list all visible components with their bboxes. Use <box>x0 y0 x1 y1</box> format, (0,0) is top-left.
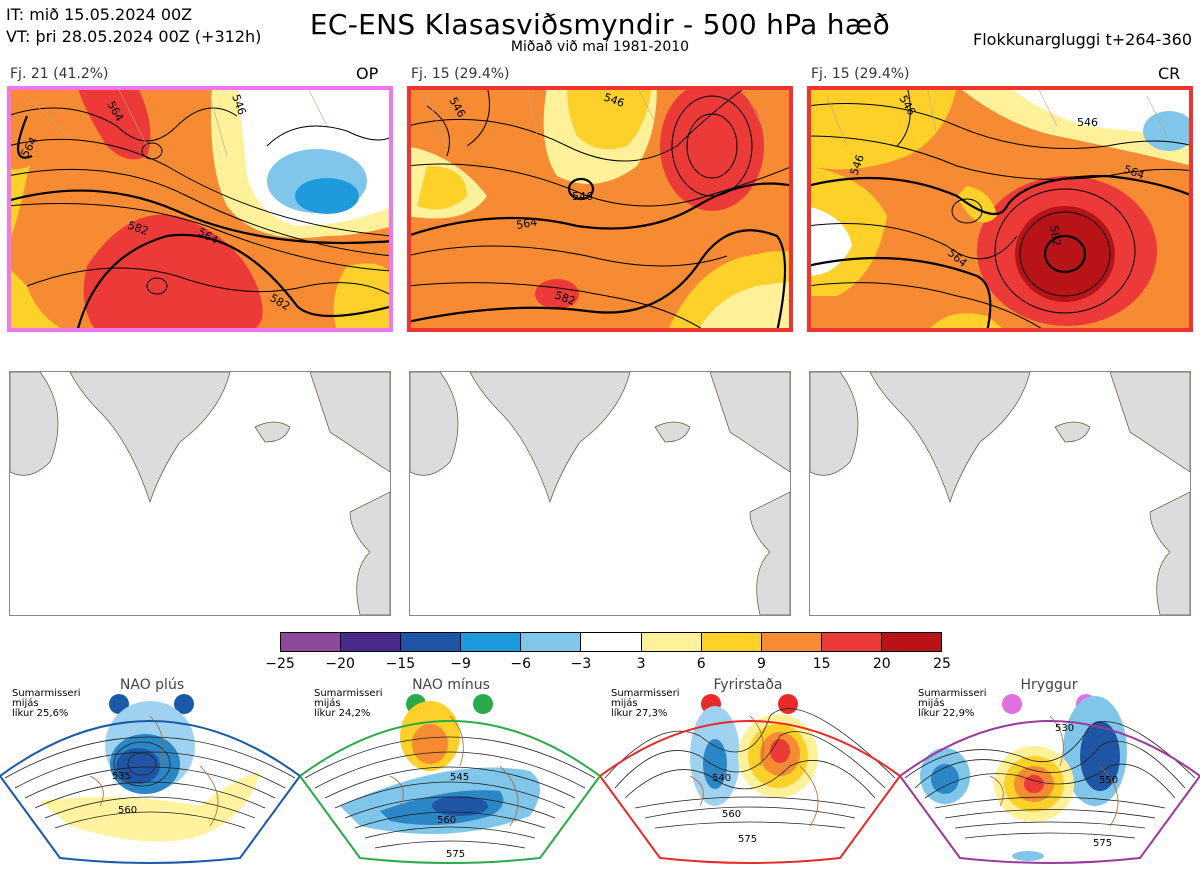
contour-label: 545 <box>450 772 469 783</box>
contour-label: 560 <box>722 809 741 820</box>
regime-row: 535 560 Sumarmisseri mijás líkur 25,6% 545… <box>0 676 1200 871</box>
contour-label: 575 <box>446 849 465 860</box>
panel-1-label: Fj. 21 (41.2%) <box>10 66 109 82</box>
contour-label: 546 <box>1077 116 1098 129</box>
regime-title-nao-minus: NAO mínus <box>412 677 490 693</box>
colorbar-swatch <box>701 633 762 651</box>
base-map-3[interactable] <box>809 371 1191 616</box>
page-title: EC-ENS Klasasviðsmyndir - 500 hPa hæð <box>309 8 891 41</box>
colorbar-tick-label: 25 <box>933 656 951 672</box>
colorbar-tick-label: −25 <box>265 656 295 672</box>
contour-label: 530 <box>1055 723 1074 734</box>
contour-label: 575 <box>1093 838 1112 849</box>
colorbar-swatch <box>581 633 642 651</box>
regime-title-ridge: Hryggur <box>1020 677 1078 693</box>
colorbar-tick-label: −3 <box>570 656 592 672</box>
contour-label: 550 <box>1099 775 1118 786</box>
page-subtitle: Miðað við maí 1981-2010 <box>510 39 690 55</box>
colorbar-tick-label: −15 <box>385 656 416 672</box>
regime-nao-plus[interactable]: 535 560 Sumarmisseri mijás líkur 25,6% <box>0 676 302 871</box>
contour-label: 546 <box>572 190 593 203</box>
colorbar-swatch <box>401 633 462 651</box>
contour-label: 564 <box>515 216 538 232</box>
colorbar-swatch <box>641 633 702 651</box>
colorbar-tick-label: 9 <box>756 656 766 672</box>
window-label: Flokkunargluggi t+264-360 <box>973 30 1192 49</box>
cluster-map-3[interactable]: 546 546 564 564 582 546 <box>807 86 1193 332</box>
colorbar <box>280 632 942 652</box>
colorbar-swatch <box>281 633 342 651</box>
panel-3-label: Fj. 15 (29.4%) <box>811 66 910 82</box>
regime-note: Sumarmisseri mijás líkur 25,6% <box>12 688 81 719</box>
colorbar-tick-label: 15 <box>812 656 831 672</box>
colorbar-tick-label: −6 <box>510 656 532 672</box>
colorbar-tick-label: 6 <box>696 656 706 672</box>
colorbar-swatch <box>341 633 402 651</box>
header-times: IT: mið 15.05.2024 00Z VT: þri 28.05.202… <box>6 4 261 48</box>
regime-note: Sumarmisseri mijás líkur 27,3% <box>611 688 680 719</box>
regime-ridge[interactable]: 530 550 575 Sumarmisseri mijás líkur 22,9% <box>898 676 1200 871</box>
contour-label: 560 <box>118 805 137 816</box>
contour-label: 560 <box>437 815 456 826</box>
colorbar-tick-label: −20 <box>325 656 355 672</box>
init-time: IT: mið 15.05.2024 00Z <box>6 5 193 24</box>
colorbar-tick-label: −9 <box>450 656 471 672</box>
panel-3-tag: CR <box>1158 64 1181 83</box>
colorbar-swatch <box>761 633 822 651</box>
contour-label: 535 <box>112 771 131 782</box>
regime-blocking[interactable]: 540 560 575 Sumarmisseri mijás líkur 27,3% <box>598 676 902 871</box>
regime-nao-minus[interactable]: 545 560 575 Sumarmisseri mijás líkur 24,2% <box>298 676 602 871</box>
base-map-1[interactable] <box>9 371 391 616</box>
contour-label: 582 <box>1047 224 1063 247</box>
colorbar-swatch <box>821 633 882 651</box>
regime-note: Sumarmisseri mijás líkur 22,9% <box>918 688 987 719</box>
regime-title-nao-plus: NAO plús <box>119 677 185 693</box>
regime-note: Sumarmisseri mijás líkur 24,2% <box>314 688 383 719</box>
cluster-map-2[interactable]: 546 546 564 582 546 <box>407 86 793 332</box>
colorbar-tick-label: 3 <box>636 656 646 672</box>
regime-title-blocking: Fyrirstaða <box>713 677 783 693</box>
base-map-2[interactable] <box>409 371 791 616</box>
panel-2-label: Fj. 15 (29.4%) <box>411 66 510 82</box>
colorbar-swatch <box>881 633 942 651</box>
panel-1-tag: OP <box>356 64 379 83</box>
colorbar-tick-label: 20 <box>872 656 891 672</box>
cluster-map-1[interactable]: 564 564 564 582 582 546 <box>7 86 393 332</box>
contour-label: 540 <box>712 773 731 784</box>
colorbar-swatch <box>521 633 582 651</box>
colorbar-swatch <box>461 633 522 651</box>
contour-label: 575 <box>738 834 757 845</box>
valid-time: VT: þri 28.05.2024 00Z (+312h) <box>6 27 262 46</box>
